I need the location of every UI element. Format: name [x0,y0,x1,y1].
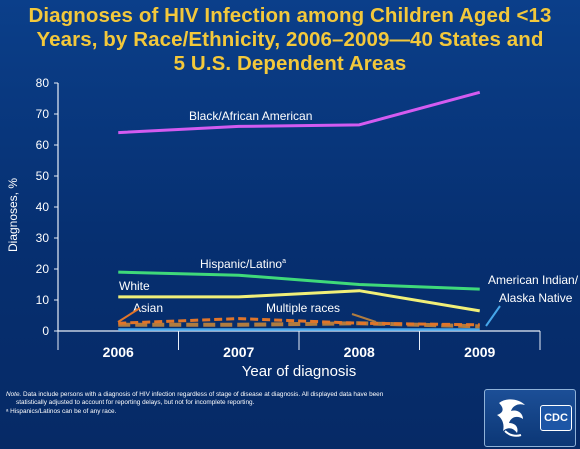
note-line-2: statistically adjusted to account for re… [16,399,255,407]
series-line-multiple-races [118,321,480,329]
y-tick-label: 80 [36,76,50,90]
chart-title: Diagnoses of HIV Infection among Childre… [0,4,580,76]
note-line-1: Note. Data include persons with a diagno… [6,391,476,399]
series-label: White [119,279,150,293]
y-tick-label: 40 [36,200,50,214]
note-prefix: Note. [6,391,22,398]
x-axis-label: Year of diagnosis [242,363,357,380]
title-line-1: Diagnoses of HIV Infection among Childre… [28,4,552,27]
cdc-logo: CDC [484,389,576,447]
american-indian-callout-pointer [485,305,501,327]
series-label-footnote-marker: a [282,258,286,265]
series-line-asian [118,317,480,327]
series-line-hispanic-latino [118,270,480,291]
note-footnote: ᵃ Hispanics/Latinos can be of any race. [6,407,117,415]
x-tick-label: 2008 [344,344,375,360]
y-tick-label: 0 [42,324,49,338]
x-tick-label: 2007 [223,344,254,360]
asian-callout-pointer [117,307,141,323]
y-tick-label: 30 [36,231,50,245]
x-tick-label: 2009 [464,344,495,360]
series-label: Hispanic/Latinoa [200,257,286,271]
multiple-races-callout-pointer [351,313,377,323]
series-label: American Indian/ [488,273,579,287]
cdc-badge: CDC [540,405,572,431]
y-tick-label: 60 [36,138,50,152]
hhs-eagle-icon [497,399,525,437]
series-label: Black/African American [189,109,312,123]
series-label: Multiple races [266,301,340,315]
title-line-2: Years, by Race/Ethnicity, 2006–2009—40 S… [36,28,544,51]
y-axis-label: Diagnoses, % [6,178,20,252]
y-tick-label: 70 [36,107,50,121]
chart-note: Note. Data include persons with a diagno… [6,391,476,416]
title-line-3: 5 U.S. Dependent Areas [173,52,407,75]
series-line-white [118,289,480,313]
y-tick-label: 10 [36,293,50,307]
series-line-black-african-american [118,90,481,135]
x-tick-label: 2006 [103,344,134,360]
series-label: Alaska Native [499,291,573,305]
y-tick-label: 20 [36,262,50,276]
series-label: Asian [133,301,163,315]
note-text-1: Data include persons with a diagnosis of… [21,391,384,398]
y-tick-label: 50 [36,169,50,183]
